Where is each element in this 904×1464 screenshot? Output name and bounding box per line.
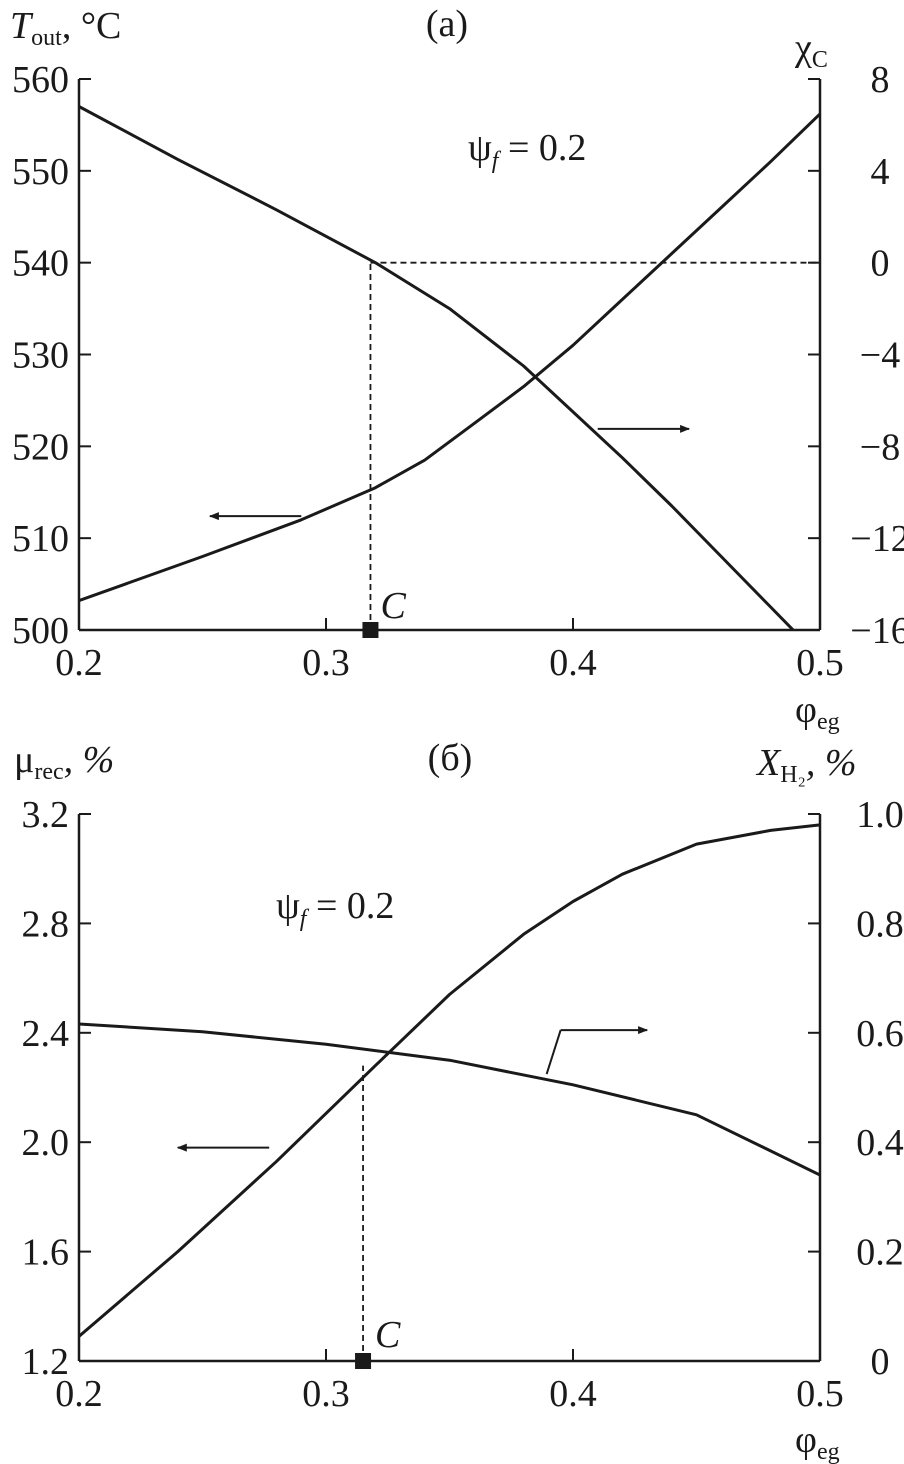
left-y-tick-label: 510 [12,518,69,560]
chart-panel-2: 0.2 0.3 0.4 0.5 1.2 1.6 2.0 2.4 2.8 3.2 0 0.2 0.4 0.6… [14,737,904,1464]
right-y-tick-label: 0.8 [856,903,904,945]
right-y-tick-label: 1.0 [856,794,904,836]
right-y-tick-label: 0.2 [856,1232,904,1274]
left-y-tick-label: 530 [12,335,69,377]
right-y-tick-label: −16 [850,610,904,652]
x-tick-label: 0.2 [55,1373,103,1415]
left-y-tick-label: 2.0 [22,1122,70,1164]
right-y-axis-label: χC [794,27,828,73]
left-y-tick-label: 2.8 [22,903,70,945]
series-line-right [79,1022,820,1177]
point-c-marker [362,622,379,638]
x-axis-label: φeg [795,689,840,735]
series-line-right [79,105,796,630]
panel-label: (a) [426,3,468,45]
left-y-tick-label: 2.4 [22,1013,70,1055]
right-y-tick-label: −8 [860,426,900,468]
right-y-tick-label: −4 [860,335,900,377]
right-y-tick-label: 0.6 [856,1013,904,1055]
annotation-psi: ψf = 0.2 [468,127,586,174]
x-tick-label: 0.4 [549,1373,597,1415]
x-tick-label: 0.5 [796,642,844,684]
series-line-left [79,112,820,603]
arrow-leader [545,1029,562,1075]
left-y-tick-label: 520 [12,426,69,468]
left-y-tick-label: 500 [12,610,69,652]
x-tick-label: 0.4 [549,642,597,684]
right-y-axis-label: XH₂, % [755,742,857,788]
left-y-tick-label: 550 [12,151,69,193]
point-c-label: C [375,1314,401,1356]
left-y-axis-label: μrec, % [14,739,114,785]
right-y-tick-label: 4 [871,151,890,193]
left-y-tick-label: 1.6 [22,1232,70,1274]
point-c-label: C [380,585,406,627]
right-y-tick-label: −12 [850,518,904,560]
right-y-tick-label: 0 [871,1341,890,1383]
point-c-marker [355,1353,372,1369]
annotation-psi: ψf = 0.2 [276,885,394,932]
right-y-tick-label: 0 [871,243,890,285]
left-y-tick-label: 560 [12,59,69,101]
x-tick-label: 0.2 [55,642,103,684]
left-y-tick-label: 1.2 [22,1341,70,1383]
right-y-tick-label: 0.4 [856,1122,904,1164]
x-tick-label: 0.5 [796,1373,844,1415]
x-tick-label: 0.3 [302,642,350,684]
x-axis-label: φeg [795,1419,840,1464]
right-y-tick-label: 8 [871,59,890,101]
chart-panel-1: 0.2 0.3 0.4 0.5 500 510 520 530 540 550 560 −16 −12 −… [10,3,904,735]
series-line-left [79,823,820,1338]
left-y-tick-label: 540 [12,243,69,285]
left-y-tick-label: 3.2 [22,794,70,836]
x-tick-label: 0.3 [302,1373,350,1415]
panel-label: (б) [428,737,473,779]
left-y-axis-label: Tout, °C [10,5,121,51]
